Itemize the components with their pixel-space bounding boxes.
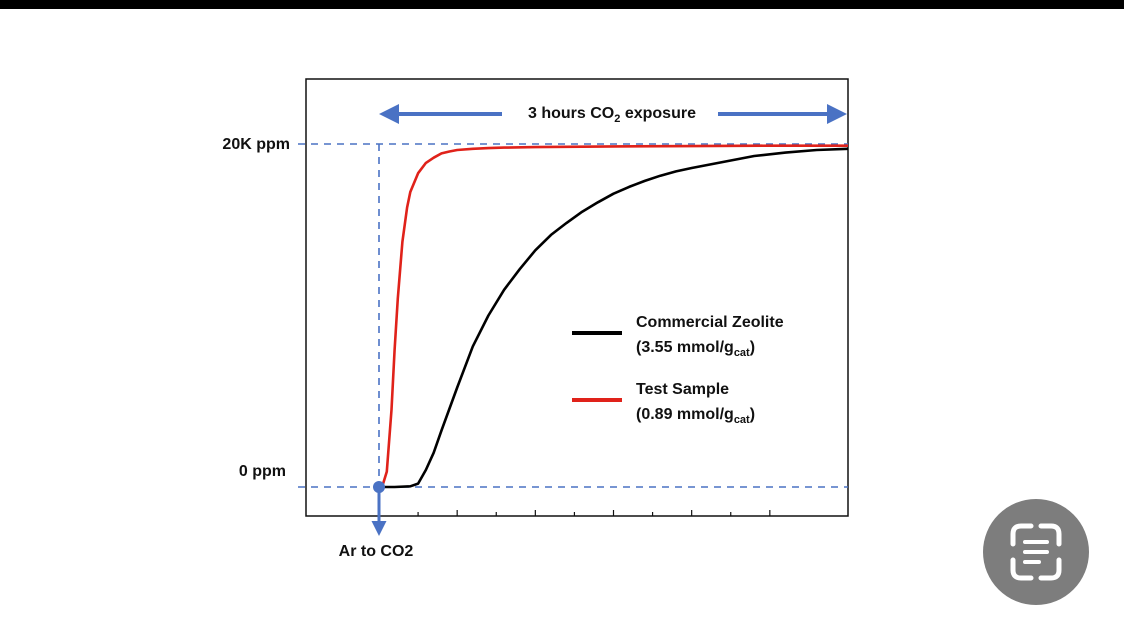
legend-label-test: Test Sample [636, 381, 729, 398]
data-curves [379, 144, 849, 489]
plot-frame [305, 78, 849, 517]
visual-lookup-button[interactable] [983, 499, 1089, 605]
y-tick-label-0: 0 ppm [239, 463, 286, 480]
series-line-commercial-zeolite [379, 147, 849, 489]
text-scan-icon [1010, 523, 1062, 581]
switch-point-marker [373, 481, 385, 493]
legend-detail-zeolite: (3.55 mmol/gcat) [636, 339, 755, 359]
x-axis-ticks [417, 510, 771, 516]
legend-label-zeolite: Commercial Zeolite [636, 314, 784, 331]
y-tick-label-20k: 20K ppm [222, 136, 290, 153]
series-line-test-sample [379, 144, 848, 489]
switch-label: Ar to CO2 [339, 543, 414, 560]
legend: Commercial Zeolite (3.55 mmol/gcat) Test… [572, 314, 784, 426]
top-bar [0, 0, 1124, 9]
legend-detail-test: (0.89 mmol/gcat) [636, 406, 755, 426]
exposure-label: 3 hours CO2 exposure [528, 105, 696, 125]
